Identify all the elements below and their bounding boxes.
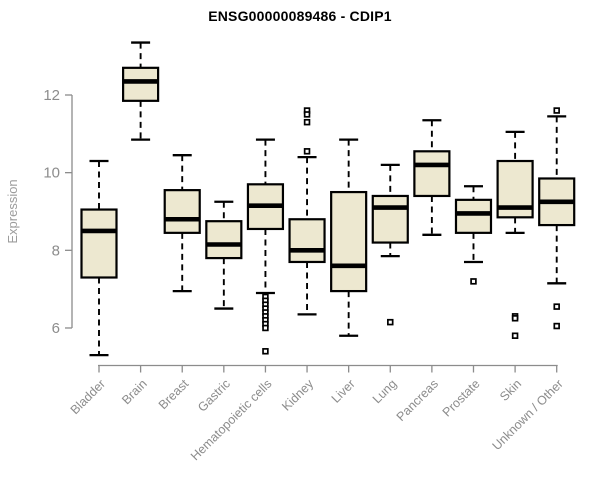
- box-lung: [371, 194, 409, 244]
- x-tick-label-hematopoietic-cells: Hematopoietic cells: [188, 377, 275, 464]
- box-brain: [122, 66, 160, 102]
- outlier-unknown-other: [553, 107, 560, 114]
- y-tick-label: 12: [43, 87, 60, 104]
- box-bladder: [80, 208, 118, 279]
- box-prostate: [454, 198, 493, 234]
- x-tick-label-lung: Lung: [370, 377, 400, 407]
- outlier-skin: [511, 332, 519, 339]
- outlier-kidney: [303, 148, 311, 155]
- box-kidney: [288, 218, 326, 264]
- outlier-lung: [387, 318, 394, 326]
- x-tick-label-prostate: Prostate: [440, 377, 483, 420]
- x-tick-label-brain: Brain: [119, 377, 150, 408]
- x-tick-label-unknown-other: Unknown / Other: [490, 377, 566, 453]
- y-tick-label: 8: [52, 242, 60, 259]
- outlier-hematopoietic-cells: [262, 348, 269, 355]
- box-liver: [330, 190, 368, 293]
- box-pancreas: [413, 150, 451, 198]
- x-tick-label-pancreas: Pancreas: [394, 377, 441, 424]
- outlier-prostate: [470, 278, 477, 285]
- x-tick-label-skin: Skin: [497, 377, 524, 404]
- x-tick-label-bladder: Bladder: [68, 377, 108, 417]
- chart-title: ENSG00000089486 - CDIP1: [208, 8, 392, 24]
- x-tick-label-gastric: Gastric: [195, 377, 233, 415]
- y-tick-label: 6: [52, 320, 60, 337]
- outlier-skin: [511, 315, 519, 322]
- outlier-kidney: [303, 118, 311, 126]
- box-gastric: [205, 220, 243, 260]
- y-tick-label: 10: [43, 165, 60, 182]
- x-tick-label-breast: Breast: [156, 376, 192, 412]
- outlier-unknown-other: [553, 322, 560, 330]
- x-tick-label-kidney: Kidney: [279, 376, 316, 413]
- outlier-unknown-other: [553, 303, 560, 310]
- y-axis-title: Expression: [5, 179, 20, 243]
- box-breast: [163, 189, 201, 234]
- outlier-kidney: [303, 111, 311, 118]
- x-tick-label-liver: Liver: [329, 377, 358, 406]
- outlier-hematopoietic-cells: [262, 324, 269, 332]
